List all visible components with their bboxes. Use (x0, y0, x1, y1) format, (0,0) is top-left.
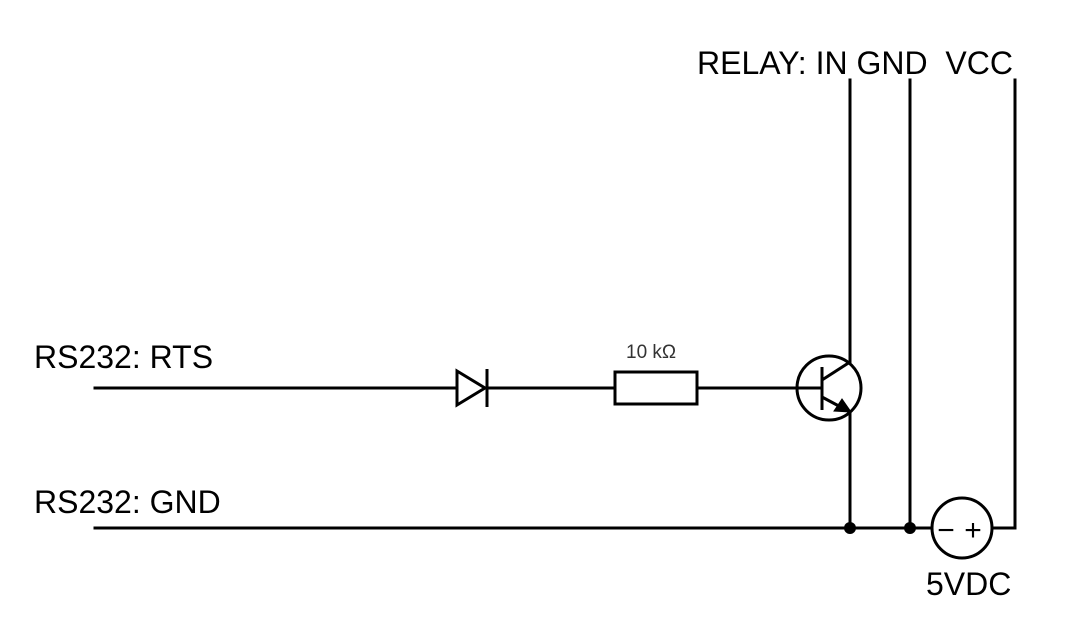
relay-vcc-wire (991, 78, 1017, 530)
junction-dot (904, 522, 916, 534)
dc-voltage-source-symbol: − + (930, 496, 994, 560)
rs232-rts-label: RS232: RTS (34, 339, 213, 375)
relay-pin-labels: RELAY: IN GND VCC (697, 45, 1013, 81)
supply-minus-sign: − (937, 514, 955, 547)
supply-plus-sign: + (964, 514, 982, 547)
junction-dot (844, 522, 856, 534)
diode-symbol (455, 368, 489, 408)
supply-voltage-label: 5VDC (926, 566, 1011, 602)
resistor-symbol (613, 370, 699, 406)
rs232-gnd-label: RS232: GND (34, 484, 221, 520)
npn-transistor-symbol (795, 354, 863, 422)
resistor-value-label: 10 kΩ (626, 342, 676, 363)
